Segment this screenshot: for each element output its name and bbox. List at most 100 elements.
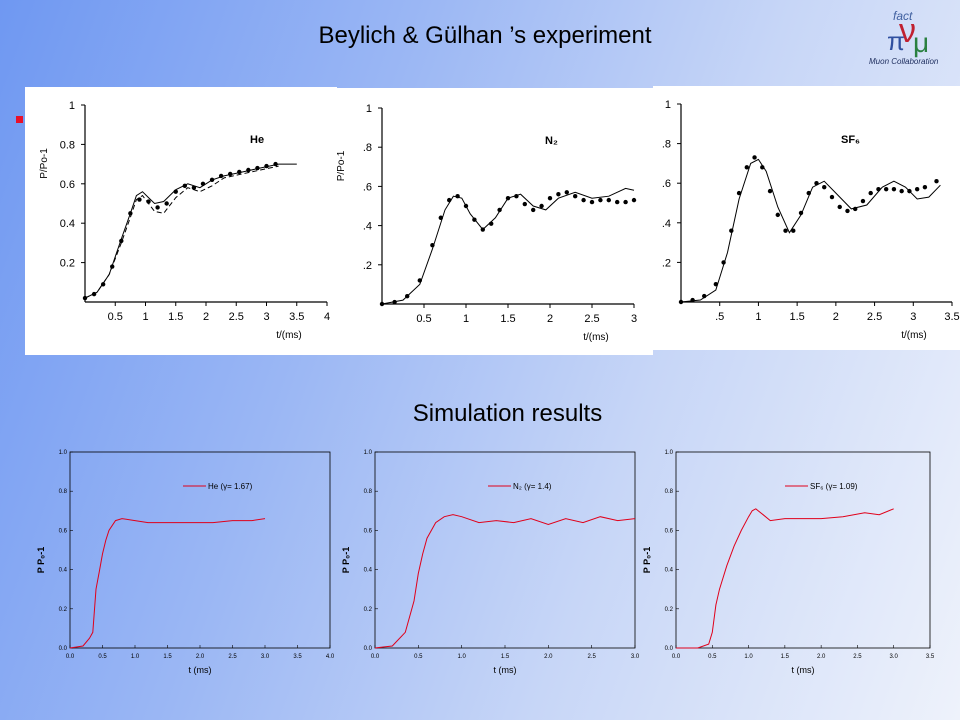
data-point: [775, 212, 780, 218]
data-point: [430, 243, 435, 248]
x-tick-label: 0.5: [414, 654, 423, 660]
x-tick-label: 1.0: [744, 654, 753, 660]
data-point: [853, 206, 858, 212]
data-point: [829, 194, 835, 200]
y-tick-label: .8: [363, 142, 372, 154]
data-point: [505, 195, 511, 201]
x-tick-label: 0.0: [672, 654, 681, 660]
gas-label: N₂: [545, 135, 558, 147]
data-point: [907, 188, 912, 194]
nu-mu-logo-icon: fact ν π μ Muon Collaboration: [869, 9, 939, 66]
slide-title: Beylich & Gülhan ’s experiment: [318, 22, 652, 49]
data-point: [556, 192, 561, 197]
simulation-chart-n2-panel: 0.0 0.5 1.0 1.5 2.0 2.5 3.0 0.0 0.2 0.4 0.6 0.8 1.0 P…: [335, 442, 645, 682]
x-axis-label: t (ms): [189, 665, 212, 675]
legend-label: He (γ= 1.67): [208, 482, 253, 491]
x-tick-label: 0.5: [416, 313, 431, 325]
simulation-series-line: [69, 518, 266, 649]
data-point: [264, 163, 269, 169]
data-point: [91, 291, 97, 297]
experiment-chart-n2-panel: 0.5 1 1.5 2 2.5 3 .2 .4 .6 .8 1 P/Po-1 t/(ms) N₂: [337, 88, 653, 355]
data-point: [744, 165, 750, 170]
y-tick-label: 0.8: [364, 489, 373, 495]
data-point: [690, 297, 695, 303]
data-point: [246, 167, 251, 173]
legend-label: SF₆ (γ= 1.09): [810, 482, 858, 491]
data-point: [606, 197, 611, 203]
data-point: [798, 210, 804, 216]
data-point: [218, 173, 224, 179]
simulation-chart-sf6-panel: 0.0 0.5 1.0 1.5 2.0 2.5 3.0 3.5 0.0 0.2 0.4 0.6 0.8 1…: [630, 442, 940, 682]
data-point: [713, 281, 719, 287]
y-tick-label: 1: [665, 99, 671, 111]
data-point: [438, 215, 443, 220]
y-tick-label: 0.2: [60, 258, 75, 270]
data-point: [631, 197, 637, 203]
x-axis-label: t/(ms): [276, 330, 302, 341]
data-point: [155, 205, 160, 210]
data-point: [237, 169, 242, 175]
y-tick-label: 0.4: [59, 568, 68, 574]
data-point: [110, 264, 115, 269]
data-point: [128, 211, 133, 216]
y-tick-label: .2: [363, 260, 372, 272]
data-point: [883, 186, 889, 192]
data-point: [899, 188, 904, 194]
data-point: [845, 208, 850, 214]
data-point: [379, 301, 385, 307]
experiment-chart-sf6-panel: .511.522.533.5.2.4.6.81P/Po-1t/(ms)SF₆: [653, 86, 960, 350]
x-tick-label: 2.5: [853, 654, 862, 660]
data-point: [455, 194, 460, 199]
x-tick-label: 0.5: [708, 654, 717, 660]
data-point: [736, 190, 742, 196]
svg-text:ν: ν: [899, 12, 916, 50]
x-tick-label: 2.0: [544, 654, 553, 660]
data-point: [860, 198, 866, 204]
x-tick-label: 1.5: [781, 654, 790, 660]
data-point: [119, 238, 124, 244]
data-point: [392, 299, 397, 305]
simulation-series-line: [374, 514, 636, 649]
data-point: [100, 282, 106, 287]
y-axis-label: P P₀-1: [341, 547, 351, 573]
data-point: [472, 217, 477, 222]
data-point: [209, 177, 215, 183]
y-tick-label: .8: [662, 139, 671, 151]
x-tick-label: 1: [142, 311, 148, 323]
data-point: [581, 197, 586, 203]
y-tick-label: .4: [662, 218, 671, 230]
x-tick-label: 0.0: [66, 654, 75, 660]
data-point: [255, 165, 260, 171]
x-tick-label: 3: [263, 311, 269, 323]
data-point: [164, 201, 169, 206]
data-point: [531, 207, 536, 213]
y-tick-label: 0.6: [364, 528, 373, 534]
dashed-series-line: [84, 165, 279, 299]
data-point: [405, 293, 410, 299]
x-tick-label: 1.5: [163, 654, 172, 660]
plot-frame: [675, 451, 931, 649]
data-point: [463, 203, 469, 209]
y-axis-label: P/Po-1: [337, 150, 347, 181]
x-tick-label: 3.0: [631, 654, 640, 660]
x-tick-label: 2: [203, 311, 209, 323]
x-tick-label: 0.0: [371, 654, 380, 660]
y-tick-label: 1.0: [364, 450, 373, 456]
x-tick-label: 2.5: [584, 313, 599, 325]
data-point: [783, 228, 788, 233]
y-tick-label: .6: [363, 181, 372, 193]
y-axis-label: P/Po-1: [39, 148, 50, 179]
y-tick-label: 1.0: [59, 450, 68, 456]
x-tick-label: .5: [715, 311, 724, 323]
x-axis-label: t/(ms): [901, 330, 927, 341]
data-point: [200, 181, 206, 186]
gas-label: SF₆: [841, 134, 860, 146]
y-tick-label: 0.6: [59, 528, 68, 534]
data-point: [447, 197, 452, 203]
x-tick-label: 4.0: [326, 654, 335, 660]
data-point: [480, 227, 485, 232]
data-point: [564, 190, 569, 195]
data-point: [615, 199, 620, 205]
data-point: [729, 228, 734, 233]
x-tick-label: 2.5: [229, 311, 244, 323]
